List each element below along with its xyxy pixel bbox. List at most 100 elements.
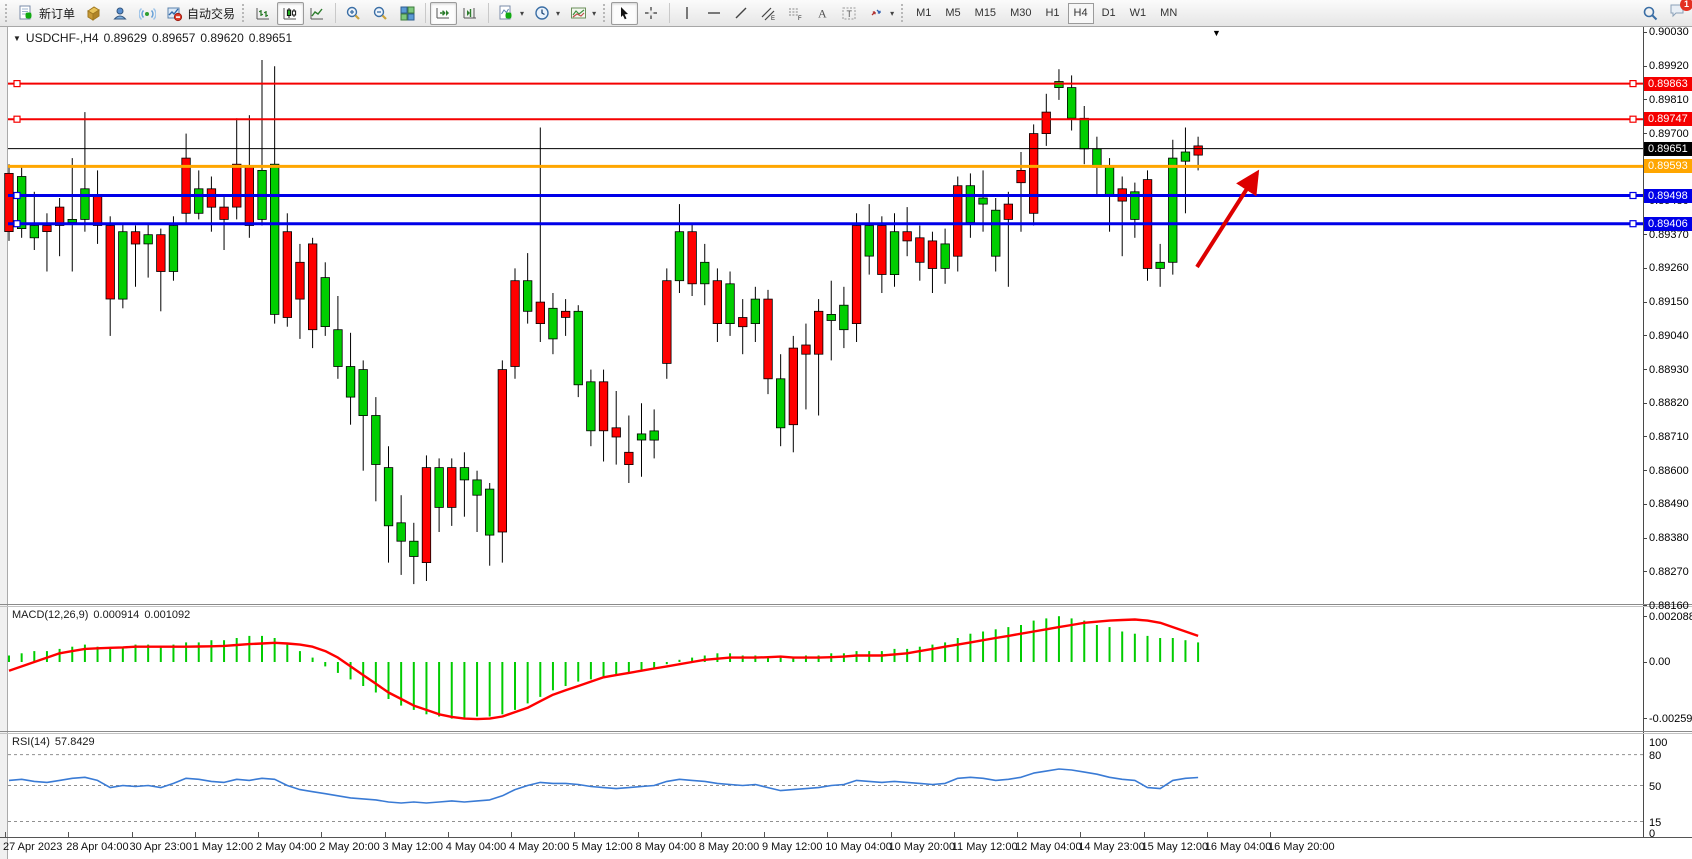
notifications-button[interactable]: 1 — [1669, 0, 1692, 24]
candle-body — [927, 240, 938, 269]
timeframe-m1-button[interactable]: M1 — [916, 7, 932, 19]
date-tick — [764, 832, 765, 837]
date-label: 8 May 20:00 — [698, 841, 760, 853]
date-label: 16 May 20:00 — [1268, 841, 1335, 853]
price-tick-label: 0.88600 — [1649, 464, 1689, 477]
rsi-bottom-border — [0, 837, 1692, 838]
candle-body — [814, 310, 824, 355]
signals-button[interactable] — [134, 2, 161, 25]
toolbar-grip[interactable] — [901, 4, 905, 22]
hline-handle[interactable] — [13, 220, 21, 228]
candle-body — [1193, 145, 1203, 156]
text-label-button[interactable]: T — [836, 2, 863, 25]
zoom-out-icon — [373, 6, 387, 20]
date-tick — [1017, 832, 1018, 837]
fibonacci-button[interactable]: F — [782, 2, 809, 25]
toolbar-grip[interactable] — [603, 4, 607, 22]
cursor-button[interactable] — [611, 1, 639, 25]
templates-button[interactable]: ▾ — [565, 2, 601, 25]
candlestick-chart-button[interactable] — [277, 1, 305, 25]
new-order-button[interactable]: 新订单 — [13, 2, 80, 25]
price-chart-canvas[interactable] — [4, 34, 1643, 604]
arrows-dropdown-caret[interactable]: ▾ — [890, 8, 895, 18]
date-tick — [68, 832, 70, 837]
candle-body — [851, 225, 862, 324]
indicators-button[interactable]: ▾ — [493, 2, 529, 25]
macd-tick-dash — [1643, 616, 1647, 617]
rsi-pane[interactable] — [8, 734, 1643, 837]
price-tick-label: 0.88930 — [1649, 363, 1689, 376]
candle-body — [320, 277, 330, 328]
timeframe-m5-button[interactable]: M5 — [945, 7, 961, 19]
price-tick-dash — [1643, 301, 1647, 303]
templates-dropdown-caret[interactable]: ▾ — [592, 8, 597, 18]
candle-body — [282, 231, 293, 318]
candle-body — [788, 347, 798, 426]
autotrading-button[interactable]: 自动交易 — [161, 2, 240, 25]
candle-body — [725, 283, 735, 325]
macd-rsi-divider[interactable] — [0, 731, 1692, 732]
hline-handle[interactable] — [13, 191, 21, 200]
timeframe-mn-button[interactable]: MN — [1160, 7, 1178, 19]
auto-scroll-button[interactable] — [430, 1, 458, 25]
chart-shift-marker[interactable]: ▼ — [1212, 28, 1221, 38]
price-tick-label: 0.89700 — [1649, 127, 1689, 140]
tile-windows-button[interactable] — [394, 2, 421, 25]
toolbar-grip[interactable] — [5, 4, 9, 22]
price-tick-dash — [1643, 133, 1647, 135]
timeframe-w1-button[interactable]: W1 — [1129, 7, 1147, 19]
candle-body — [598, 381, 609, 432]
hline-handle[interactable] — [1629, 220, 1637, 228]
timeframe-m15-button[interactable]: M15 — [974, 7, 997, 19]
hline-handle[interactable] — [13, 115, 21, 123]
fibonacci-icon: F — [789, 8, 802, 22]
trendline-button[interactable] — [728, 2, 755, 25]
date-label: 12 May 04:00 — [1015, 841, 1082, 853]
search-icon[interactable] — [1642, 5, 1659, 22]
indicators-dropdown-caret[interactable]: ▾ — [520, 8, 525, 18]
one-click-trading-toggle[interactable]: ▼ — [13, 33, 21, 43]
line-chart-button[interactable] — [304, 2, 331, 25]
candle-body — [143, 234, 153, 245]
candle-body — [345, 366, 356, 398]
date-tick — [890, 832, 892, 837]
crosshair-button[interactable] — [638, 2, 665, 25]
horizontal-line-button[interactable] — [701, 2, 728, 25]
bar-chart-button[interactable] — [250, 2, 277, 25]
horizontal-line-objects[interactable] — [8, 79, 1643, 228]
equidistant-channel-button[interactable]: E — [755, 2, 782, 25]
community-button[interactable] — [107, 2, 134, 25]
marketplace-button[interactable] — [80, 2, 107, 25]
notification-count-badge: 1 — [1680, 0, 1692, 11]
vertical-line-button[interactable] — [674, 2, 701, 25]
timeframe-m30-button[interactable]: M30 — [1010, 7, 1032, 19]
hline-handle[interactable] — [1629, 79, 1637, 88]
zoom-in-button[interactable] — [340, 2, 367, 25]
arrow-annotation[interactable] — [1195, 169, 1260, 269]
price-tick-dash — [1643, 605, 1647, 607]
arrows-button[interactable]: ▾ — [863, 2, 899, 25]
autotrading-label: 自动交易 — [187, 6, 236, 21]
main-macd-divider[interactable] — [0, 604, 1692, 605]
date-label: 8 May 04:00 — [635, 841, 697, 853]
candle-body — [839, 304, 849, 331]
price-tick-label: 0.89920 — [1649, 60, 1689, 73]
timeframe-h4-button[interactable]: H4 — [1067, 2, 1094, 24]
chart-shift-button[interactable] — [457, 2, 484, 25]
timeframe-h1-button[interactable]: H1 — [1045, 7, 1060, 19]
timeframe-d1-button[interactable]: D1 — [1101, 7, 1116, 19]
candle-body — [434, 467, 444, 508]
toolbar-grip[interactable] — [242, 4, 246, 22]
date-label: 11 May 12:00 — [951, 841, 1018, 853]
hline-handle[interactable] — [1629, 191, 1637, 200]
hline-handle[interactable] — [13, 79, 21, 88]
price-tick-label: 0.89040 — [1649, 329, 1689, 342]
periods-button[interactable]: ▾ — [529, 2, 565, 25]
red-arrow[interactable] — [1195, 169, 1260, 269]
zoom-out-button[interactable] — [367, 2, 394, 25]
hline-handle[interactable] — [1629, 115, 1637, 123]
macd-pane[interactable] — [8, 607, 1643, 731]
periods-dropdown-caret[interactable]: ▾ — [556, 8, 561, 18]
text-button[interactable]: A — [809, 2, 836, 25]
candle-body — [67, 218, 77, 223]
